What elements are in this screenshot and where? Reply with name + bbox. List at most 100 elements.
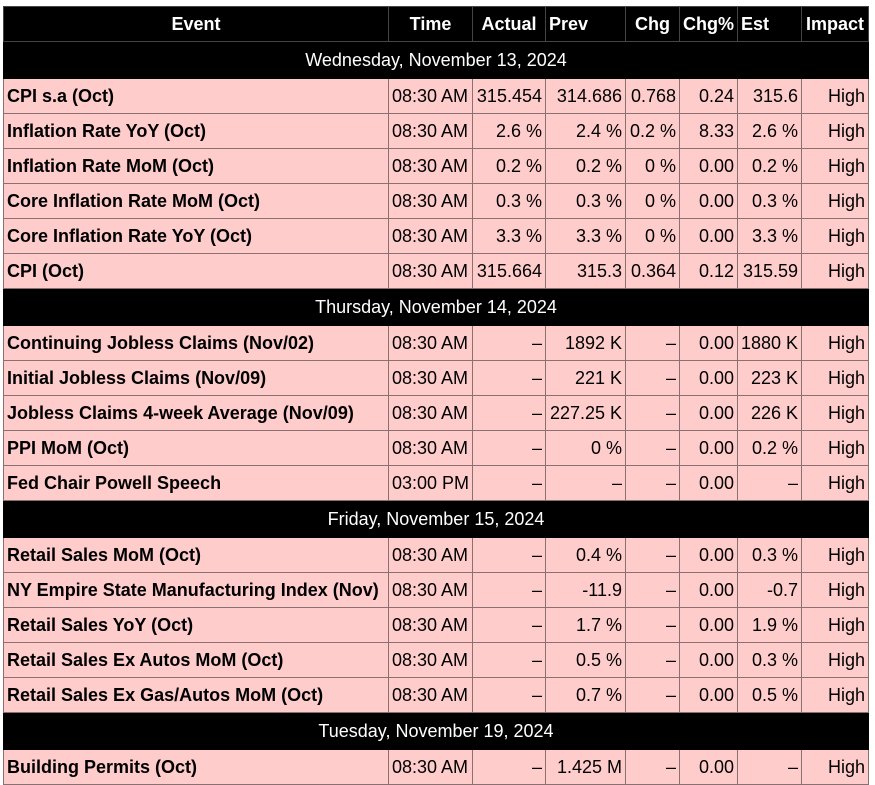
previous-value: 0 % — [545, 430, 626, 466]
actual-value: 3.3 % — [472, 218, 546, 254]
table-row[interactable]: Core Inflation Rate MoM (Oct) 08:30 AM 0.3… — [3, 183, 869, 219]
change-percent-value: 0.00 — [679, 607, 738, 643]
previous-value: 1.425 M — [545, 749, 626, 785]
table-row[interactable]: Retail Sales MoM (Oct) 08:30 AM –0.4 % –0.0… — [3, 537, 869, 573]
event-name: CPI s.a (Oct) — [3, 78, 389, 114]
event-time: 08:30 AM — [388, 253, 473, 289]
table-row[interactable]: Retail Sales Ex Autos MoM (Oct) 08:30 AM –… — [3, 642, 869, 678]
previous-value: 0.7 % — [545, 677, 626, 713]
change-percent-value: 0.00 — [679, 183, 738, 219]
event-time: 08:30 AM — [388, 360, 473, 396]
event-time: 08:30 AM — [388, 113, 473, 149]
date-group-row: Thursday, November 14, 2024 — [3, 288, 869, 326]
actual-value: – — [472, 537, 546, 573]
previous-value: 315.3 — [545, 253, 626, 289]
table-row[interactable]: PPI MoM (Oct) 08:30 AM –0 % –0.00 0.2 % High — [3, 430, 869, 466]
column-header-actual[interactable]: Actual — [472, 6, 546, 42]
column-header-event[interactable]: Event — [3, 6, 389, 42]
impact-value: High — [801, 749, 869, 785]
actual-value: 315.454 — [472, 78, 546, 114]
change-value: – — [625, 607, 680, 643]
column-header-impact[interactable]: Impact — [801, 6, 869, 42]
change-value: – — [625, 430, 680, 466]
actual-value: – — [472, 607, 546, 643]
event-name: Inflation Rate YoY (Oct) — [3, 113, 389, 149]
event-time: 08:30 AM — [388, 537, 473, 573]
table-row[interactable]: Continuing Jobless Claims (Nov/02) 08:30 … — [3, 325, 869, 361]
table-row[interactable]: CPI (Oct) 08:30 AM 315.664 315.3 0.364 0.12 31… — [3, 253, 869, 289]
event-time: 08:30 AM — [388, 572, 473, 608]
column-header-prev[interactable]: Prev — [545, 6, 626, 42]
estimate-value: 0.2 % — [737, 148, 802, 184]
date-group-header: Thursday, November 14, 2024 — [3, 288, 869, 326]
table-row[interactable]: Core Inflation Rate YoY (Oct) 08:30 AM 3.3… — [3, 218, 869, 254]
actual-value: 2.6 % — [472, 113, 546, 149]
event-time: 08:30 AM — [388, 148, 473, 184]
table-header: Event Time Actual Prev Chg Chg% Est Impa… — [3, 6, 869, 42]
event-name: Jobless Claims 4-week Average (Nov/09) — [3, 395, 389, 431]
change-value: 0.768 — [625, 78, 680, 114]
actual-value: 0.3 % — [472, 183, 546, 219]
table-row[interactable]: Initial Jobless Claims (Nov/09) 08:30 AM –… — [3, 360, 869, 396]
table-row[interactable]: CPI s.a (Oct) 08:30 AM 315.454 314.686 0.768… — [3, 78, 869, 114]
change-percent-value: 0.00 — [679, 572, 738, 608]
change-value: – — [625, 395, 680, 431]
table-row[interactable]: Retail Sales Ex Gas/Autos MoM (Oct) 08:30… — [3, 677, 869, 713]
column-header-chg[interactable]: Chg — [625, 6, 680, 42]
previous-value: 1892 K — [545, 325, 626, 361]
change-percent-value: 8.33 — [679, 113, 738, 149]
previous-value: 2.4 % — [545, 113, 626, 149]
actual-value: – — [472, 395, 546, 431]
impact-value: High — [801, 253, 869, 289]
column-header-time[interactable]: Time — [388, 6, 473, 42]
change-value: – — [625, 537, 680, 573]
estimate-value: 1880 K — [737, 325, 802, 361]
event-name: Building Permits (Oct) — [3, 749, 389, 785]
column-header-chg-pct[interactable]: Chg% — [679, 6, 738, 42]
change-value: – — [625, 642, 680, 678]
actual-value: – — [472, 465, 546, 501]
table-row[interactable]: Inflation Rate YoY (Oct) 08:30 AM 2.6 % 2.4… — [3, 113, 869, 149]
estimate-value: 0.3 % — [737, 642, 802, 678]
actual-value: 0.2 % — [472, 148, 546, 184]
estimate-value: 0.3 % — [737, 183, 802, 219]
actual-value: – — [472, 642, 546, 678]
event-time: 08:30 AM — [388, 642, 473, 678]
estimate-value: 0.3 % — [737, 537, 802, 573]
date-group-row: Wednesday, November 13, 2024 — [3, 41, 869, 79]
change-percent-value: 0.12 — [679, 253, 738, 289]
previous-value: 227.25 K — [545, 395, 626, 431]
estimate-value: 315.59 — [737, 253, 802, 289]
event-name: PPI MoM (Oct) — [3, 430, 389, 466]
event-time: 08:30 AM — [388, 78, 473, 114]
table-row[interactable]: Building Permits (Oct) 08:30 AM –1.425 M –0… — [3, 749, 869, 785]
date-group-header: Friday, November 15, 2024 — [3, 500, 869, 538]
previous-value: 3.3 % — [545, 218, 626, 254]
table-row[interactable]: Inflation Rate MoM (Oct) 08:30 AM 0.2 % 0.2… — [3, 148, 869, 184]
event-name: Initial Jobless Claims (Nov/09) — [3, 360, 389, 396]
change-percent-value: 0.00 — [679, 360, 738, 396]
impact-value: High — [801, 325, 869, 361]
actual-value: – — [472, 430, 546, 466]
estimate-value: 223 K — [737, 360, 802, 396]
table-row[interactable]: Retail Sales YoY (Oct) 08:30 AM –1.7 % –0.0… — [3, 607, 869, 643]
event-time: 03:00 PM — [388, 465, 473, 501]
table-row[interactable]: NY Empire State Manufacturing Index (Nov… — [3, 572, 869, 608]
event-name: Retail Sales Ex Autos MoM (Oct) — [3, 642, 389, 678]
previous-value: 0.2 % — [545, 148, 626, 184]
event-name: Core Inflation Rate MoM (Oct) — [3, 183, 389, 219]
estimate-value: -0.7 — [737, 572, 802, 608]
impact-value: High — [801, 430, 869, 466]
change-value: – — [625, 572, 680, 608]
event-name: Continuing Jobless Claims (Nov/02) — [3, 325, 389, 361]
table-body: Wednesday, November 13, 2024 CPI s.a (Oct… — [3, 41, 869, 785]
impact-value: High — [801, 148, 869, 184]
table-row[interactable]: Jobless Claims 4-week Average (Nov/09) 08… — [3, 395, 869, 431]
impact-value: High — [801, 642, 869, 678]
event-name: Fed Chair Powell Speech — [3, 465, 389, 501]
change-percent-value: 0.00 — [679, 148, 738, 184]
table-row[interactable]: Fed Chair Powell Speech 03:00 PM – – –0.00– H… — [3, 465, 869, 501]
event-time: 08:30 AM — [388, 430, 473, 466]
event-name: Inflation Rate MoM (Oct) — [3, 148, 389, 184]
column-header-est[interactable]: Est — [737, 6, 802, 42]
